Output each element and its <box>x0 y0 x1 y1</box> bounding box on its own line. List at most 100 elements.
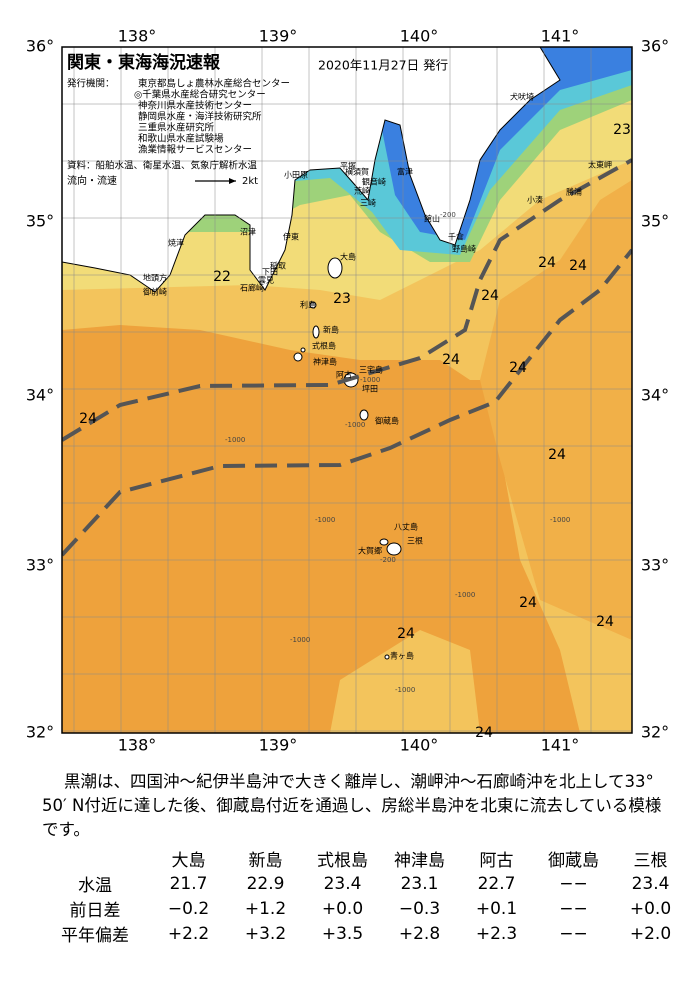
sea <box>62 47 632 733</box>
publisher: 神奈川県水産技術センター <box>138 100 252 112</box>
depth-label: -1000 <box>395 686 415 694</box>
table-cell: 22.7 <box>477 873 516 894</box>
lat-label: 36° <box>26 37 54 56</box>
current-scale: 2kt <box>242 176 258 187</box>
table-cell: +2.2 <box>167 923 210 944</box>
place-name: 石廊崎 <box>240 283 264 293</box>
isotherm-label: 24 <box>79 411 97 427</box>
depth-label: -1000 <box>315 516 335 524</box>
table-cell: +0.0 <box>629 898 672 919</box>
table-cell: 23.4 <box>323 873 362 894</box>
lon-label: 138° <box>118 736 157 755</box>
publisher: 漁業情報サービスセンター <box>138 144 252 156</box>
lon-label: 139° <box>259 736 298 755</box>
place-name: 神津島 <box>313 357 337 367</box>
table-row: 水温 21.7 22.9 23.4 23.1 22.7 −− 23.4 <box>40 871 689 897</box>
place-name: 青ヶ島 <box>390 651 414 661</box>
place-name: 大島 <box>340 252 356 262</box>
table-cell: 22.9 <box>246 873 285 894</box>
lat-label: 35° <box>641 212 669 231</box>
place-name: 太東岬 <box>588 160 612 170</box>
table-cell: −− <box>559 898 588 919</box>
table-cell: 大島 <box>171 851 206 871</box>
place-name: 雲見 <box>258 276 274 285</box>
table-cell: 阿古 <box>479 851 514 871</box>
table-row: 平年偏差 +2.2 +3.2 +3.5 +2.8 +2.3 −− +2.0 <box>40 921 689 947</box>
publisher: 東京都島しょ農林水産総合センター <box>138 78 290 90</box>
summary: 黒潮は、四国沖～紀伊半島沖で大きく離岸し、潮岬沖～石廊崎沖を北上して33° 50… <box>42 772 662 839</box>
place-name: 千倉 <box>448 232 464 242</box>
issued-date: 2020年11月27日 発行 <box>318 58 448 73</box>
sst-table: 大島 新島 式根島 神津島 阿古 御蔵島 三根 水温 21.7 22.9 23.4 23.1 22.7 −… <box>40 846 689 946</box>
place-name: 三宅島 <box>359 365 383 375</box>
place-name: 焼津 <box>168 238 184 248</box>
place-name: 新島 <box>323 325 339 335</box>
lon-label: 140° <box>400 736 439 755</box>
place-name: 荒崎 <box>354 186 370 196</box>
isotherm-label: 24 <box>538 255 556 271</box>
depth-label: -1000 <box>455 591 475 599</box>
place-name: 勝浦 <box>566 187 582 197</box>
table-cell: +3.5 <box>321 923 364 944</box>
isotherm-label: 24 <box>569 258 587 274</box>
place-name: 三崎 <box>360 198 376 208</box>
depth-label: -1000 <box>290 636 310 644</box>
table-cell: 御蔵島 <box>548 851 599 871</box>
isotherm-label: 24 <box>548 447 566 463</box>
kuroshio <box>62 158 632 557</box>
place-name: 野島崎 <box>452 244 476 254</box>
depth-label: -200 <box>440 211 456 219</box>
table-cell: 水温 <box>78 876 112 896</box>
lon-label: 141° <box>541 736 580 755</box>
lat-label: 34° <box>26 386 54 405</box>
depth-label: -1000 <box>360 376 380 384</box>
sources: 資料：船舶水温、衛星水温、気象庁解析水温 <box>67 160 258 172</box>
depth-label: -1000 <box>225 436 245 444</box>
table-cell: 23.4 <box>631 873 670 894</box>
table-cell: +2.8 <box>398 923 441 944</box>
lat-label: 32° <box>641 723 669 742</box>
publisher: 静岡県水産・海洋技術研究所 <box>138 111 262 123</box>
table-cell: 平年偏差 <box>61 926 129 946</box>
place-name: 御蔵島 <box>375 416 399 426</box>
depth-label: -1000 <box>550 516 570 524</box>
table-cell: 21.7 <box>169 873 208 894</box>
lon-label: 139° <box>259 27 298 46</box>
table-cell: +0.0 <box>321 898 364 919</box>
place-name: 犬吠埼 <box>510 92 534 102</box>
islands <box>293 257 402 660</box>
place-name: 観音崎 <box>362 177 386 187</box>
isotherm-label: 22 <box>213 269 231 285</box>
isotherm-label: 23 <box>333 291 351 307</box>
place-name: 三根 <box>407 536 423 546</box>
table-cell: 神津島 <box>394 851 445 871</box>
lat-label: 34° <box>641 386 669 405</box>
isotherm-label: 24 <box>475 725 493 741</box>
publisher: ◎千葉県水産総合研究センター <box>134 89 266 101</box>
table-cell: −0.2 <box>167 898 210 919</box>
table-row: 前日差 −0.2 +1.2 +0.0 −0.3 +0.1 −− +0.0 <box>40 896 689 922</box>
depth-label: -200 <box>380 556 396 564</box>
isotherm-label: 24 <box>509 360 527 376</box>
table-header: 大島 新島 式根島 神津島 阿古 御蔵島 三根 <box>40 846 689 871</box>
lat-label: 33° <box>26 556 54 575</box>
place-name: 阿古 <box>336 370 352 380</box>
isotherm-label: 23 <box>613 122 631 138</box>
lon-label: 140° <box>400 27 439 46</box>
publisher-label: 発行機関： <box>67 78 115 90</box>
lat-label: 33° <box>641 556 669 575</box>
table-cell: −− <box>559 923 588 944</box>
table-cell: 新島 <box>248 851 283 871</box>
table-cell: +0.1 <box>475 898 518 919</box>
place-name: 富津 <box>397 167 413 177</box>
table-cell: 式根島 <box>317 851 368 871</box>
isotherm-label: 24 <box>596 614 614 630</box>
table-cell: 三根 <box>633 851 668 871</box>
table-cell: +3.2 <box>244 923 287 944</box>
lon-label: 141° <box>541 27 580 46</box>
table-cell: −− <box>559 873 588 894</box>
place-name: 稲取 <box>270 261 286 271</box>
place-name: 小湊 <box>527 195 543 205</box>
table-cell: 前日差 <box>69 901 121 921</box>
